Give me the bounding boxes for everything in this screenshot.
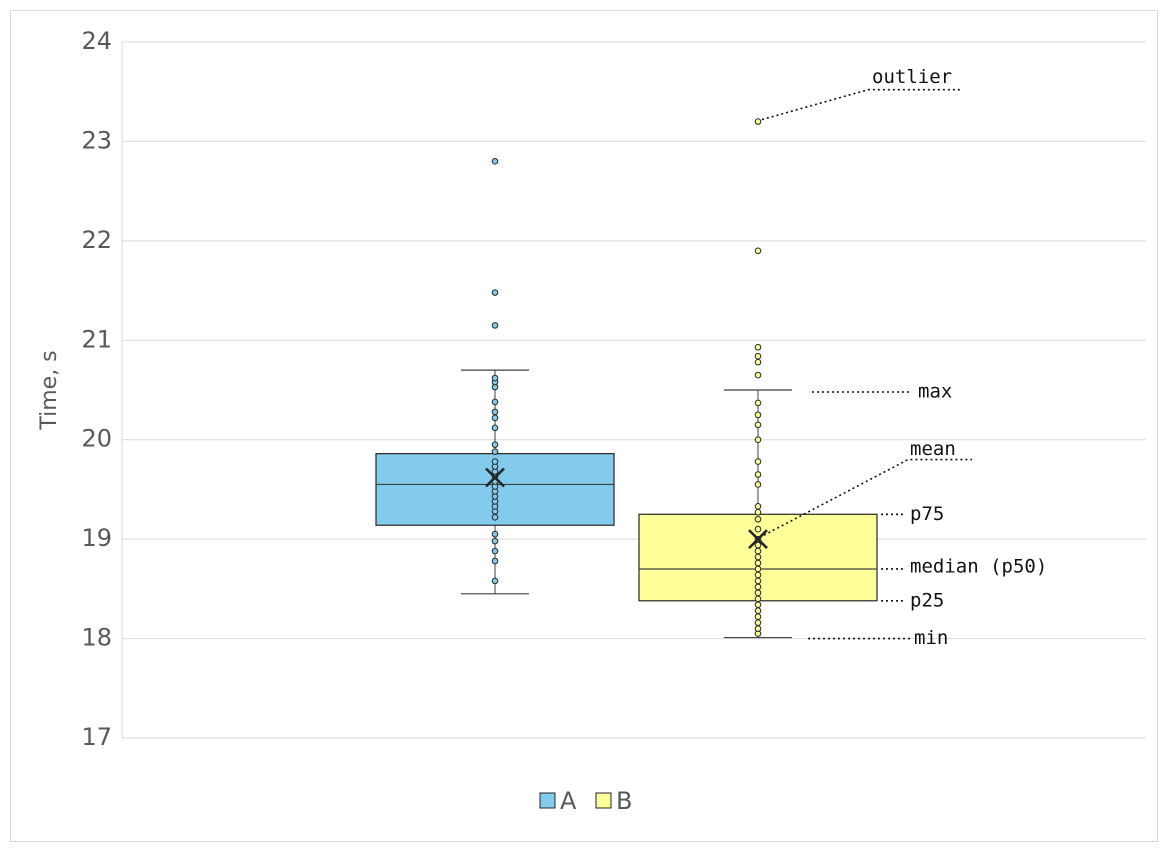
legend-swatch: [595, 792, 612, 809]
data-point: [754, 503, 762, 510]
data-point: [491, 289, 499, 296]
data-point: [754, 508, 762, 516]
data-point: [754, 352, 762, 360]
data-point: [491, 557, 499, 565]
data-point: [491, 398, 499, 406]
data-point: [754, 436, 762, 444]
data-point: [754, 411, 762, 419]
data-point: [491, 513, 499, 521]
y-axis-ticks: 17 18 19 20 21 22 23 24: [81, 27, 112, 751]
data-point: [754, 541, 762, 549]
data-point: [754, 589, 762, 597]
annotations: outlier max mean p75 median (p50) p25 min: [761, 66, 1047, 649]
data-point: [754, 515, 762, 523]
data-point: [491, 537, 499, 545]
annotation-mean: mean: [763, 438, 972, 536]
data-point: [754, 577, 762, 585]
legend-item-a[interactable]: A: [539, 787, 577, 815]
annotation-label: mean: [910, 438, 956, 460]
data-point: [754, 247, 762, 255]
data-point: [754, 343, 762, 351]
data-point: [491, 408, 499, 416]
annotation-label: max: [918, 380, 952, 402]
annotation-min: min: [808, 627, 948, 649]
data-point: [754, 525, 762, 533]
legend-label: B: [616, 787, 632, 815]
annotation-median: median (p50): [881, 555, 1047, 577]
data-point: [491, 577, 499, 585]
data-point: [754, 481, 762, 488]
data-point: [754, 601, 762, 609]
data-point: [754, 625, 762, 632]
annotation-q3: p75: [881, 503, 944, 525]
annotation-max: max: [812, 380, 952, 402]
annotation-label: min: [914, 627, 948, 649]
legend-swatch: [539, 792, 556, 809]
data-point: [754, 571, 762, 579]
annotation-leader-line: [761, 88, 962, 121]
data-point: [754, 421, 762, 429]
data-point: [491, 458, 499, 465]
data-point: [754, 619, 762, 626]
y-tick-label: 23: [81, 126, 112, 154]
y-tick-label: 21: [81, 325, 112, 353]
y-tick-label: 22: [81, 226, 112, 254]
data-point: [754, 553, 762, 561]
y-tick-label: 24: [81, 27, 112, 55]
annotation-label: median (p50): [910, 555, 1047, 577]
mean-marker-stroke: [485, 467, 505, 488]
data-point: [491, 424, 499, 432]
chart-frame: [10, 10, 1158, 842]
box-series: [375, 118, 878, 639]
data-point: [754, 399, 762, 407]
annotation-label: p75: [910, 503, 944, 525]
data-point: [754, 358, 762, 366]
data-point: [754, 583, 762, 591]
data-point: [491, 414, 499, 422]
data-point: [754, 371, 762, 379]
y-tick-label: 19: [81, 524, 112, 552]
data-point: [491, 530, 499, 538]
data-point: [754, 118, 762, 125]
data-point: [754, 559, 762, 567]
data-point: [754, 595, 762, 603]
data-point: [491, 374, 499, 382]
annotation-q1: p25: [881, 589, 944, 611]
y-tick-label: 18: [81, 624, 112, 652]
mean-marker: [748, 529, 768, 550]
data-point: [754, 607, 762, 615]
series-a: [375, 158, 615, 595]
mean-marker-stroke: [748, 529, 768, 550]
annotation-label: outlier: [872, 66, 952, 88]
data-point: [491, 158, 499, 165]
data-point: [754, 458, 762, 465]
y-axis-label: Time, s: [37, 350, 62, 430]
y-tick-label: 17: [81, 723, 112, 751]
data-point: [754, 547, 762, 555]
y-tick-label: 20: [81, 425, 112, 453]
data-point: [491, 441, 499, 448]
mean-marker: [485, 467, 505, 488]
gridlines: [121, 41, 1146, 739]
legend-label: A: [560, 787, 577, 815]
annotation-label: p25: [910, 589, 944, 611]
data-point: [754, 471, 762, 478]
data-point: [754, 613, 762, 620]
data-point: [491, 322, 499, 329]
annotation-outlier: outlier: [761, 66, 962, 121]
data-point: [491, 547, 499, 555]
data-point: [754, 565, 762, 573]
data-point: [491, 448, 499, 455]
annotation-leader-line: [763, 458, 972, 536]
series-b: [638, 118, 878, 639]
legend-item-b[interactable]: B: [595, 787, 632, 815]
